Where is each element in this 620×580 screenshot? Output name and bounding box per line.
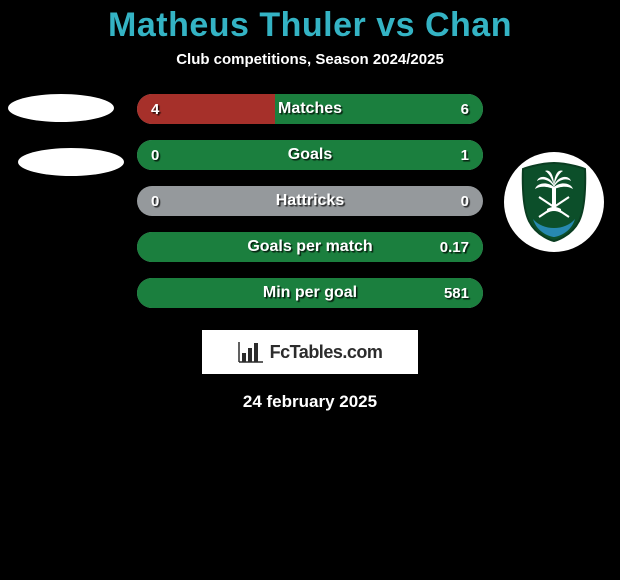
team-badge-left-1 — [8, 94, 114, 122]
logo-text: FcTables.com — [270, 342, 383, 363]
stat-value-left: 0 — [151, 147, 159, 164]
subtitle: Club competitions, Season 2024/2025 — [176, 51, 444, 68]
stat-row: Min per goal 581 — [137, 278, 483, 308]
page-title: Matheus Thuler vs Chan — [108, 6, 512, 45]
stat-label: Goals — [288, 146, 332, 164]
bar-chart-icon — [238, 341, 264, 363]
stat-value-right: 6 — [461, 101, 469, 118]
stat-value-right: 0.17 — [440, 239, 469, 256]
stat-value-right: 581 — [444, 285, 469, 302]
stat-value-left: 4 — [151, 101, 159, 118]
stat-label: Hattricks — [276, 192, 344, 210]
stat-value-right: 0 — [461, 193, 469, 210]
team-crest-right — [504, 152, 604, 252]
logo-box[interactable]: FcTables.com — [202, 330, 418, 374]
stat-value-left: 0 — [151, 193, 159, 210]
stat-row: 0 Hattricks 0 — [137, 186, 483, 216]
stat-row: 4 Matches 6 — [137, 94, 483, 124]
stat-row: Goals per match 0.17 — [137, 232, 483, 262]
comparison-card: Matheus Thuler vs Chan Club competitions… — [0, 0, 620, 412]
stats-rows: 4 Matches 6 0 Goals 1 0 Hattricks 0 Goals per mat… — [137, 94, 483, 324]
stat-label: Matches — [278, 100, 342, 118]
shield-icon — [519, 161, 589, 243]
stat-value-right: 1 — [461, 147, 469, 164]
stat-label: Goals per match — [247, 238, 372, 256]
stats-area: 4 Matches 6 0 Goals 1 0 Hattricks 0 Goals per mat… — [0, 94, 620, 324]
stat-label: Min per goal — [263, 284, 357, 302]
team-badge-left-2 — [18, 148, 124, 176]
stat-row: 0 Goals 1 — [137, 140, 483, 170]
date-text: 24 february 2025 — [243, 392, 377, 412]
